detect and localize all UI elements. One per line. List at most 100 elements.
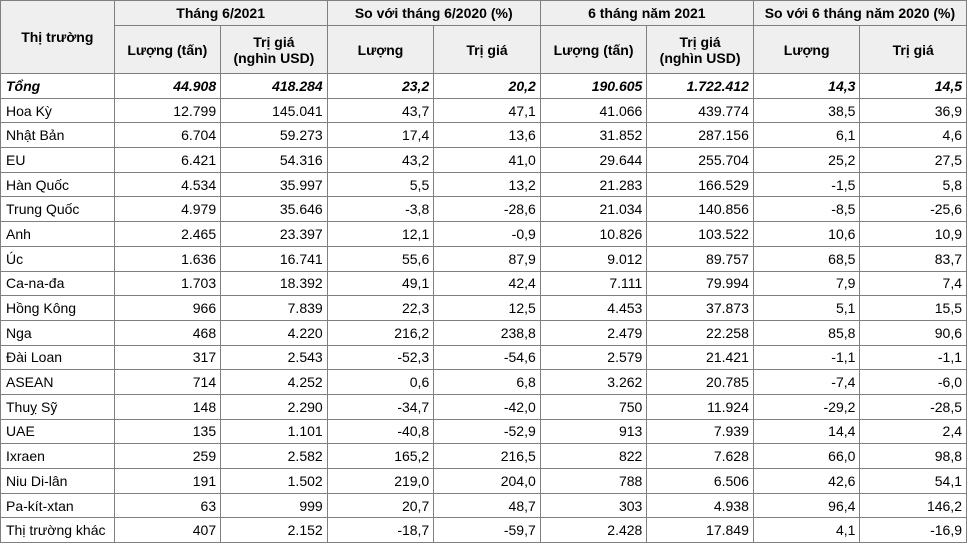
value-cell: 14,3 (752, 73, 861, 99)
group-header-6-months-2021: 6 tháng năm 2021 (539, 0, 754, 26)
market-name-cell: Nga (0, 319, 115, 346)
value-cell: -16,9 (859, 517, 967, 544)
value-cell: 6,1 (752, 122, 861, 149)
value-cell: 29.644 (539, 147, 648, 173)
table-header: Thị trường Tháng 6/2021 So với tháng 6/2… (0, 0, 967, 74)
value-cell: 259 (113, 443, 222, 469)
value-cell: 190.605 (539, 73, 648, 99)
value-cell: 4.938 (646, 492, 754, 519)
value-cell: 146,2 (859, 492, 967, 519)
value-cell: -29,2 (752, 393, 861, 420)
value-cell: 36,9 (859, 97, 967, 124)
value-cell: 9.012 (539, 245, 648, 272)
table-row: Anh 2.465 23.397 12,1 -0,9 10.826 103.522 10,6 1… (0, 221, 967, 247)
value-cell: 103.522 (646, 221, 754, 247)
value-cell: 2.465 (113, 221, 222, 247)
value-cell: 89.757 (646, 245, 754, 272)
table-row: Thuỵ Sỹ 148 2.290 -34,7 -42,0 750 11.924 -29,2-… (0, 393, 967, 420)
value-cell: 4,1 (752, 517, 861, 544)
value-cell: 42,6 (752, 468, 861, 494)
value-cell: 7.839 (220, 295, 328, 321)
value-cell: 4.252 (220, 369, 328, 395)
value-cell: 148 (113, 393, 222, 420)
value-cell: 55,6 (326, 245, 435, 272)
total-row: Tổng 44.908 418.284 23,2 20,2 190.605 1.722.41… (0, 73, 967, 99)
value-cell: 2.579 (539, 344, 648, 371)
subcolumn-header: Lượng (tấn) (539, 25, 648, 74)
value-cell: 913 (539, 418, 648, 445)
value-cell: 18.392 (220, 270, 328, 297)
value-cell: 22,3 (326, 295, 435, 321)
value-cell: 12,1 (326, 221, 435, 247)
table-row: Úc 1.636 16.741 55,6 87,9 9.012 89.757 68,5 83,7 (0, 245, 967, 272)
value-cell: 35.646 (220, 196, 328, 223)
value-cell: 59.273 (220, 122, 328, 149)
market-name-cell: Anh (0, 221, 115, 247)
value-cell: 14,4 (752, 418, 861, 445)
value-cell: 10,6 (752, 221, 861, 247)
market-name-cell: EU (0, 147, 115, 173)
value-cell: 23,2 (326, 73, 435, 99)
table-row: Pa-kít-xtan 63 999 20,7 48,7 303 4.938 96,4 146,… (0, 492, 967, 519)
table-row: Trung Quốc 4.979 35.646 -3,8 -28,6 21.034 140.… (0, 196, 967, 223)
value-cell: 140.856 (646, 196, 754, 223)
market-name-cell: ASEAN (0, 369, 115, 395)
value-cell: 63 (113, 492, 222, 519)
value-cell: 10.826 (539, 221, 648, 247)
value-cell: 96,4 (752, 492, 861, 519)
value-cell: 191 (113, 468, 222, 494)
value-cell: -1,1 (752, 344, 861, 371)
value-cell: 7,9 (752, 270, 861, 297)
value-cell: 1.502 (220, 468, 328, 494)
value-cell: 7,4 (859, 270, 967, 297)
value-cell: 165,2 (326, 443, 435, 469)
value-cell: -52,3 (326, 344, 435, 371)
value-cell: 2.543 (220, 344, 328, 371)
subcolumn-header: Trị giá (433, 25, 541, 74)
value-cell: 4.979 (113, 196, 222, 223)
value-cell: 16.741 (220, 245, 328, 272)
value-cell: -25,6 (859, 196, 967, 223)
value-cell: 6.421 (113, 147, 222, 173)
market-name-cell: UAE (0, 418, 115, 445)
table-row: Ixraen 259 2.582 165,2 216,5 822 7.628 66,0 98,8 (0, 443, 967, 469)
value-cell: 216,5 (433, 443, 541, 469)
value-cell: 4.220 (220, 319, 328, 346)
value-cell: 6.704 (113, 122, 222, 149)
table-row: EU 6.421 54.316 43,2 41,0 29.644 255.704 25,2 27… (0, 147, 967, 173)
value-cell: 2.428 (539, 517, 648, 544)
table-row: Nga 468 4.220 216,2 238,8 2.479 22.258 85,8 90,6 (0, 319, 967, 346)
value-cell: -6,0 (859, 369, 967, 395)
value-cell: 13,2 (433, 171, 541, 198)
group-header-vs-june-2020: So với tháng 6/2020 (%) (326, 0, 541, 26)
value-cell: 2.152 (220, 517, 328, 544)
table-row: Hàn Quốc 4.534 35.997 5,5 13,2 21.283 166.529-… (0, 171, 967, 198)
value-cell: 418.284 (220, 73, 328, 99)
market-name-cell: Úc (0, 245, 115, 272)
value-cell: 204,0 (433, 468, 541, 494)
value-cell: 0,6 (326, 369, 435, 395)
value-cell: 48,7 (433, 492, 541, 519)
value-cell: 6,8 (433, 369, 541, 395)
value-cell: 54,1 (859, 468, 967, 494)
value-cell: 43,2 (326, 147, 435, 173)
value-cell: 7.111 (539, 270, 648, 297)
value-cell: 14,5 (859, 73, 967, 99)
value-cell: 145.041 (220, 97, 328, 124)
table-row: Hoa Kỳ 12.799 145.041 43,7 47,1 41.066 439.774… (0, 97, 967, 124)
market-column-header: Thị trường (0, 0, 115, 74)
value-cell: 6.506 (646, 468, 754, 494)
value-cell: 3.262 (539, 369, 648, 395)
value-cell: 47,1 (433, 97, 541, 124)
value-cell: 31.852 (539, 122, 648, 149)
value-cell: 4.453 (539, 295, 648, 321)
value-cell: 5,8 (859, 171, 967, 198)
value-cell: 68,5 (752, 245, 861, 272)
value-cell: -0,9 (433, 221, 541, 247)
value-cell: 54.316 (220, 147, 328, 173)
value-cell: 5,1 (752, 295, 861, 321)
table-body: Tổng 44.908 418.284 23,2 20,2 190.605 1.722.41… (0, 73, 967, 544)
value-cell: 41,0 (433, 147, 541, 173)
value-cell: 7.628 (646, 443, 754, 469)
value-cell: 2,4 (859, 418, 967, 445)
